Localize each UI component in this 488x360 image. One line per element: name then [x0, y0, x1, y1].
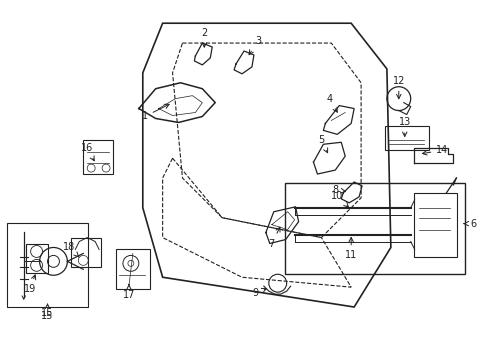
Text: 19: 19: [23, 275, 36, 294]
Text: 14: 14: [422, 145, 447, 155]
Text: 17: 17: [122, 284, 135, 300]
Text: 11: 11: [345, 238, 357, 260]
Bar: [413, 193, 456, 257]
Text: 16: 16: [81, 143, 94, 161]
Text: 18: 18: [63, 243, 79, 257]
Bar: [116, 249, 149, 289]
Bar: [71, 238, 101, 267]
Bar: [7, 223, 88, 307]
Text: 1: 1: [142, 104, 169, 121]
Bar: [384, 126, 427, 150]
Text: 4: 4: [325, 94, 337, 112]
Text: 6: 6: [463, 219, 475, 229]
Text: 8: 8: [331, 185, 345, 195]
Text: 10: 10: [330, 191, 348, 207]
Text: 13: 13: [398, 117, 410, 136]
Text: 2: 2: [201, 28, 207, 47]
Text: 7: 7: [268, 227, 280, 248]
Text: 15: 15: [41, 311, 54, 321]
Bar: [83, 140, 113, 174]
Bar: [26, 243, 47, 273]
Bar: [284, 183, 464, 274]
Text: 12: 12: [392, 76, 404, 99]
Text: 5: 5: [318, 135, 327, 153]
Text: 9: 9: [252, 288, 265, 298]
Text: 15: 15: [41, 304, 54, 318]
Text: 3: 3: [248, 36, 261, 55]
